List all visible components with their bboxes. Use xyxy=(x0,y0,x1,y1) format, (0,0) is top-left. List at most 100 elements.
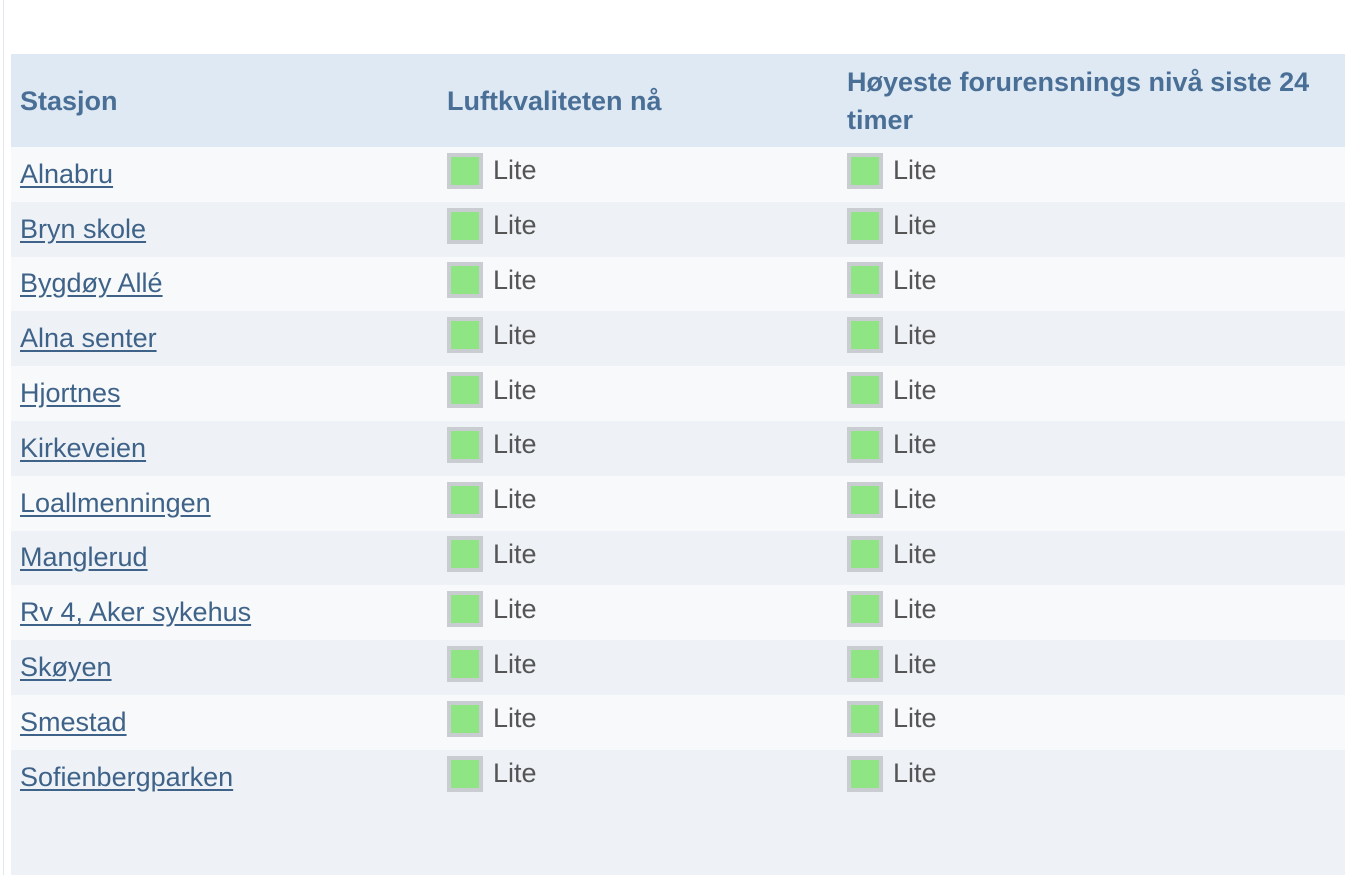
quality-color-swatch-icon xyxy=(847,152,883,189)
quality-level-label: Lite xyxy=(893,593,937,624)
quality-color-swatch-icon xyxy=(847,700,883,737)
max-24h-cell: Lite xyxy=(838,311,1345,366)
station-cell: Alna senter xyxy=(11,311,438,366)
current-quality-cell: Lite xyxy=(438,147,838,202)
quality-status: Lite xyxy=(847,317,937,354)
max-24h-cell: Lite xyxy=(838,147,1345,202)
quality-status: Lite xyxy=(447,700,537,737)
quality-status: Lite xyxy=(447,426,537,463)
table-row: Alnabru Lite Lite xyxy=(11,147,1345,202)
quality-color-swatch-icon xyxy=(447,207,483,244)
quality-color-swatch-icon xyxy=(447,317,483,354)
table-row: Sofienbergparken Lite Lite xyxy=(11,749,1345,805)
air-quality-table-container: Stasjon Luftkvaliteten nå Høyeste forure… xyxy=(11,54,1345,875)
header-current-quality: Luftkvaliteten nå xyxy=(447,85,662,116)
quality-level-label: Lite xyxy=(893,758,937,789)
header-max-24h: Høyeste forurensnings nivå siste 24 time… xyxy=(847,66,1310,135)
quality-status: Lite xyxy=(447,372,537,409)
quality-level-label: Lite xyxy=(493,319,537,350)
quality-color-swatch-icon xyxy=(847,262,883,299)
quality-status: Lite xyxy=(847,536,937,573)
quality-color-swatch-icon xyxy=(847,207,883,244)
current-quality-cell: Lite xyxy=(438,640,838,695)
quality-color-swatch-icon xyxy=(447,755,483,792)
quality-color-swatch-icon xyxy=(847,536,883,573)
quality-status: Lite xyxy=(447,152,537,189)
quality-color-swatch-icon xyxy=(447,152,483,189)
max-24h-cell: Lite xyxy=(838,421,1345,476)
quality-level-label: Lite xyxy=(493,210,537,241)
quality-level-label: Lite xyxy=(493,758,537,789)
quality-status: Lite xyxy=(847,591,937,628)
quality-level-label: Lite xyxy=(893,374,937,405)
station-link[interactable]: Sofienbergparken xyxy=(20,761,234,792)
quality-status: Lite xyxy=(447,646,537,683)
table-row: Manglerud Lite Lite xyxy=(11,530,1345,586)
station-link[interactable]: Manglerud xyxy=(20,542,148,573)
quality-level-label: Lite xyxy=(893,703,937,734)
station-cell: Smestad xyxy=(11,695,438,750)
station-link[interactable]: Skøyen xyxy=(20,652,112,683)
station-link[interactable]: Bryn skole xyxy=(20,213,147,244)
station-link[interactable]: Loallmenningen xyxy=(20,487,211,518)
quality-status: Lite xyxy=(447,536,537,573)
table-row: Skøyen Lite Lite xyxy=(11,640,1345,695)
station-cell: Bryn skole xyxy=(11,202,438,257)
quality-color-swatch-icon xyxy=(847,481,883,518)
table-row: Kirkeveien Lite Lite xyxy=(11,420,1345,476)
current-quality-cell: Lite xyxy=(438,476,838,531)
quality-status: Lite xyxy=(447,591,537,628)
station-cell: Hjortnes xyxy=(11,366,438,421)
quality-level-label: Lite xyxy=(893,319,937,350)
quality-color-swatch-icon xyxy=(447,646,483,683)
station-link[interactable]: Alna senter xyxy=(20,323,157,354)
quality-level-label: Lite xyxy=(893,484,937,515)
quality-level-label: Lite xyxy=(493,374,537,405)
quality-color-swatch-icon xyxy=(447,591,483,628)
table-row: Rv 4, Aker sykehus Lite Lite xyxy=(11,585,1345,641)
current-quality-cell: Lite xyxy=(438,311,838,366)
station-cell: Sofienbergparken xyxy=(11,750,438,805)
quality-status: Lite xyxy=(847,755,937,792)
max-24h-cell: Lite xyxy=(838,640,1345,695)
max-24h-cell: Lite xyxy=(838,585,1345,640)
current-quality-cell: Lite xyxy=(438,750,838,805)
quality-level-label: Lite xyxy=(893,210,937,241)
table-row: Hjortnes Lite Lite xyxy=(11,366,1345,421)
quality-color-swatch-icon xyxy=(847,646,883,683)
station-cell: Bygdøy Allé xyxy=(11,257,438,312)
max-24h-cell: Lite xyxy=(838,202,1345,257)
left-border xyxy=(3,0,4,875)
station-cell: Loallmenningen xyxy=(11,476,438,531)
quality-color-swatch-icon xyxy=(447,372,483,409)
table-row: Loallmenningen Lite Lite xyxy=(11,475,1345,531)
quality-level-label: Lite xyxy=(493,264,537,295)
max-24h-cell: Lite xyxy=(838,695,1345,750)
quality-color-swatch-icon xyxy=(847,426,883,463)
current-quality-cell: Lite xyxy=(438,695,838,750)
station-cell: Rv 4, Aker sykehus xyxy=(11,585,438,640)
station-link[interactable]: Kirkeveien xyxy=(20,432,147,463)
quality-color-swatch-icon xyxy=(447,536,483,573)
quality-status: Lite xyxy=(447,262,537,299)
quality-level-label: Lite xyxy=(493,593,537,624)
quality-status: Lite xyxy=(847,372,937,409)
station-link[interactable]: Alnabru xyxy=(20,158,114,189)
quality-status: Lite xyxy=(847,700,937,737)
max-24h-cell: Lite xyxy=(838,257,1345,312)
station-link[interactable]: Smestad xyxy=(20,706,127,737)
table-header-row: Stasjon Luftkvaliteten nå Høyeste forure… xyxy=(11,54,1345,147)
max-24h-cell: Lite xyxy=(838,531,1345,586)
current-quality-cell: Lite xyxy=(438,202,838,257)
current-quality-cell: Lite xyxy=(438,585,838,640)
quality-status: Lite xyxy=(847,152,937,189)
quality-color-swatch-icon xyxy=(447,426,483,463)
station-cell: Alnabru xyxy=(11,147,438,202)
quality-level-label: Lite xyxy=(893,155,937,186)
station-link[interactable]: Hjortnes xyxy=(20,378,121,409)
quality-level-label: Lite xyxy=(493,703,537,734)
quality-color-swatch-icon xyxy=(447,481,483,518)
station-link[interactable]: Rv 4, Aker sykehus xyxy=(20,597,252,628)
table-body: Alnabru Lite Lite Bryn skole Lite Lite Bygdøy … xyxy=(11,147,1345,805)
station-link[interactable]: Bygdøy Allé xyxy=(20,268,163,299)
